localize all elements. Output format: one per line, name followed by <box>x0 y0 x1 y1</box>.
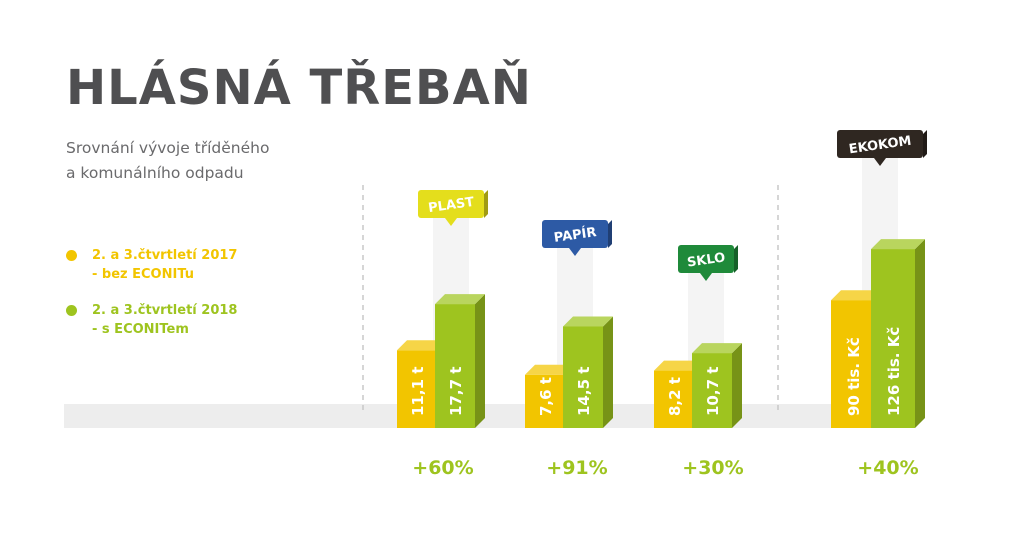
speech-bubble-icon <box>542 220 612 256</box>
bar-top <box>654 360 704 371</box>
bar-value-label: 8,2 t <box>666 377 684 416</box>
bar-plast-2018: 17,7 t <box>435 294 485 428</box>
change-label-sklo: +30% <box>682 457 743 479</box>
legend-label-2017: 2. a 3.čtvrtletí 2017- bez ECONITu <box>92 248 238 282</box>
bar-side <box>732 343 742 428</box>
bar-sklo-2018: 10,7 t <box>692 343 742 428</box>
bar-front <box>563 326 603 428</box>
bar-ekokom-2018: 126 tis. Kč <box>871 239 925 428</box>
bar-front <box>435 304 475 428</box>
bar-top <box>871 239 925 250</box>
tag-label: SKLO <box>686 250 726 270</box>
bar-top <box>563 316 613 327</box>
change-label-papir: +91% <box>546 457 607 479</box>
chart-bars: 11,1 t 17,7 t 7,6 t 14,5 t 8,2 t 10,7 t 90 tis… <box>397 239 925 428</box>
bar-value-label: 11,1 t <box>409 367 427 416</box>
tag-sklo: SKLO <box>678 245 738 281</box>
page-subtitle: Srovnání vývoje tříděného a komunálního … <box>66 136 326 186</box>
chart-change-labels: +60% +91% +30% +40% <box>412 457 918 479</box>
bar-top <box>397 340 447 351</box>
bar-front <box>525 374 565 428</box>
speech-bubble-icon <box>418 190 488 226</box>
change-label-ekokom: +40% <box>857 457 918 479</box>
bar-front <box>397 350 437 428</box>
bar-side <box>475 294 485 428</box>
tag-papir: PAPÍR <box>542 220 612 256</box>
bar-front <box>654 370 694 428</box>
chart-category-tags: PLAST PAPÍR SKLO EKOKOM <box>418 130 927 281</box>
page-title: HLÁSNÁ TŘEBAŇ <box>66 60 532 116</box>
bar-papir-2017: 7,6 t <box>525 364 575 428</box>
tag-plast: PLAST <box>418 190 488 226</box>
legend-label-2018: 2. a 3.čtvrtletí 2018- s ECONITem <box>92 303 238 337</box>
speech-bubble-icon <box>837 130 927 166</box>
speech-bubble-icon <box>678 245 738 281</box>
bar-top <box>692 343 742 354</box>
subtitle-line-2: a komunálního odpadu <box>66 164 244 182</box>
bar-papir-2018: 14,5 t <box>563 316 613 428</box>
bar-top <box>525 364 575 375</box>
bar-value-label: 90 tis. Kč <box>845 337 863 416</box>
tag-label: PLAST <box>427 195 475 216</box>
change-label-plast: +60% <box>412 457 473 479</box>
bar-front <box>831 300 875 428</box>
bar-value-label: 7,6 t <box>537 377 555 416</box>
bar-value-label: 17,7 t <box>447 367 465 416</box>
bar-top <box>435 294 485 305</box>
tag-label: PAPÍR <box>553 224 598 246</box>
chart-floor <box>64 404 909 428</box>
subtitle-line-1: Srovnání vývoje tříděného <box>66 139 270 157</box>
tag-ekokom: EKOKOM <box>837 130 927 166</box>
bar-front <box>692 353 732 428</box>
bar-value-label: 14,5 t <box>575 367 593 416</box>
legend-swatch-2018 <box>66 305 77 316</box>
bar-side <box>603 316 613 428</box>
bar-front <box>871 249 915 428</box>
bar-value-label: 126 tis. Kč <box>885 327 903 416</box>
legend-swatch-2017 <box>66 250 77 261</box>
bar-side <box>915 239 925 428</box>
bar-value-label: 10,7 t <box>704 367 722 416</box>
